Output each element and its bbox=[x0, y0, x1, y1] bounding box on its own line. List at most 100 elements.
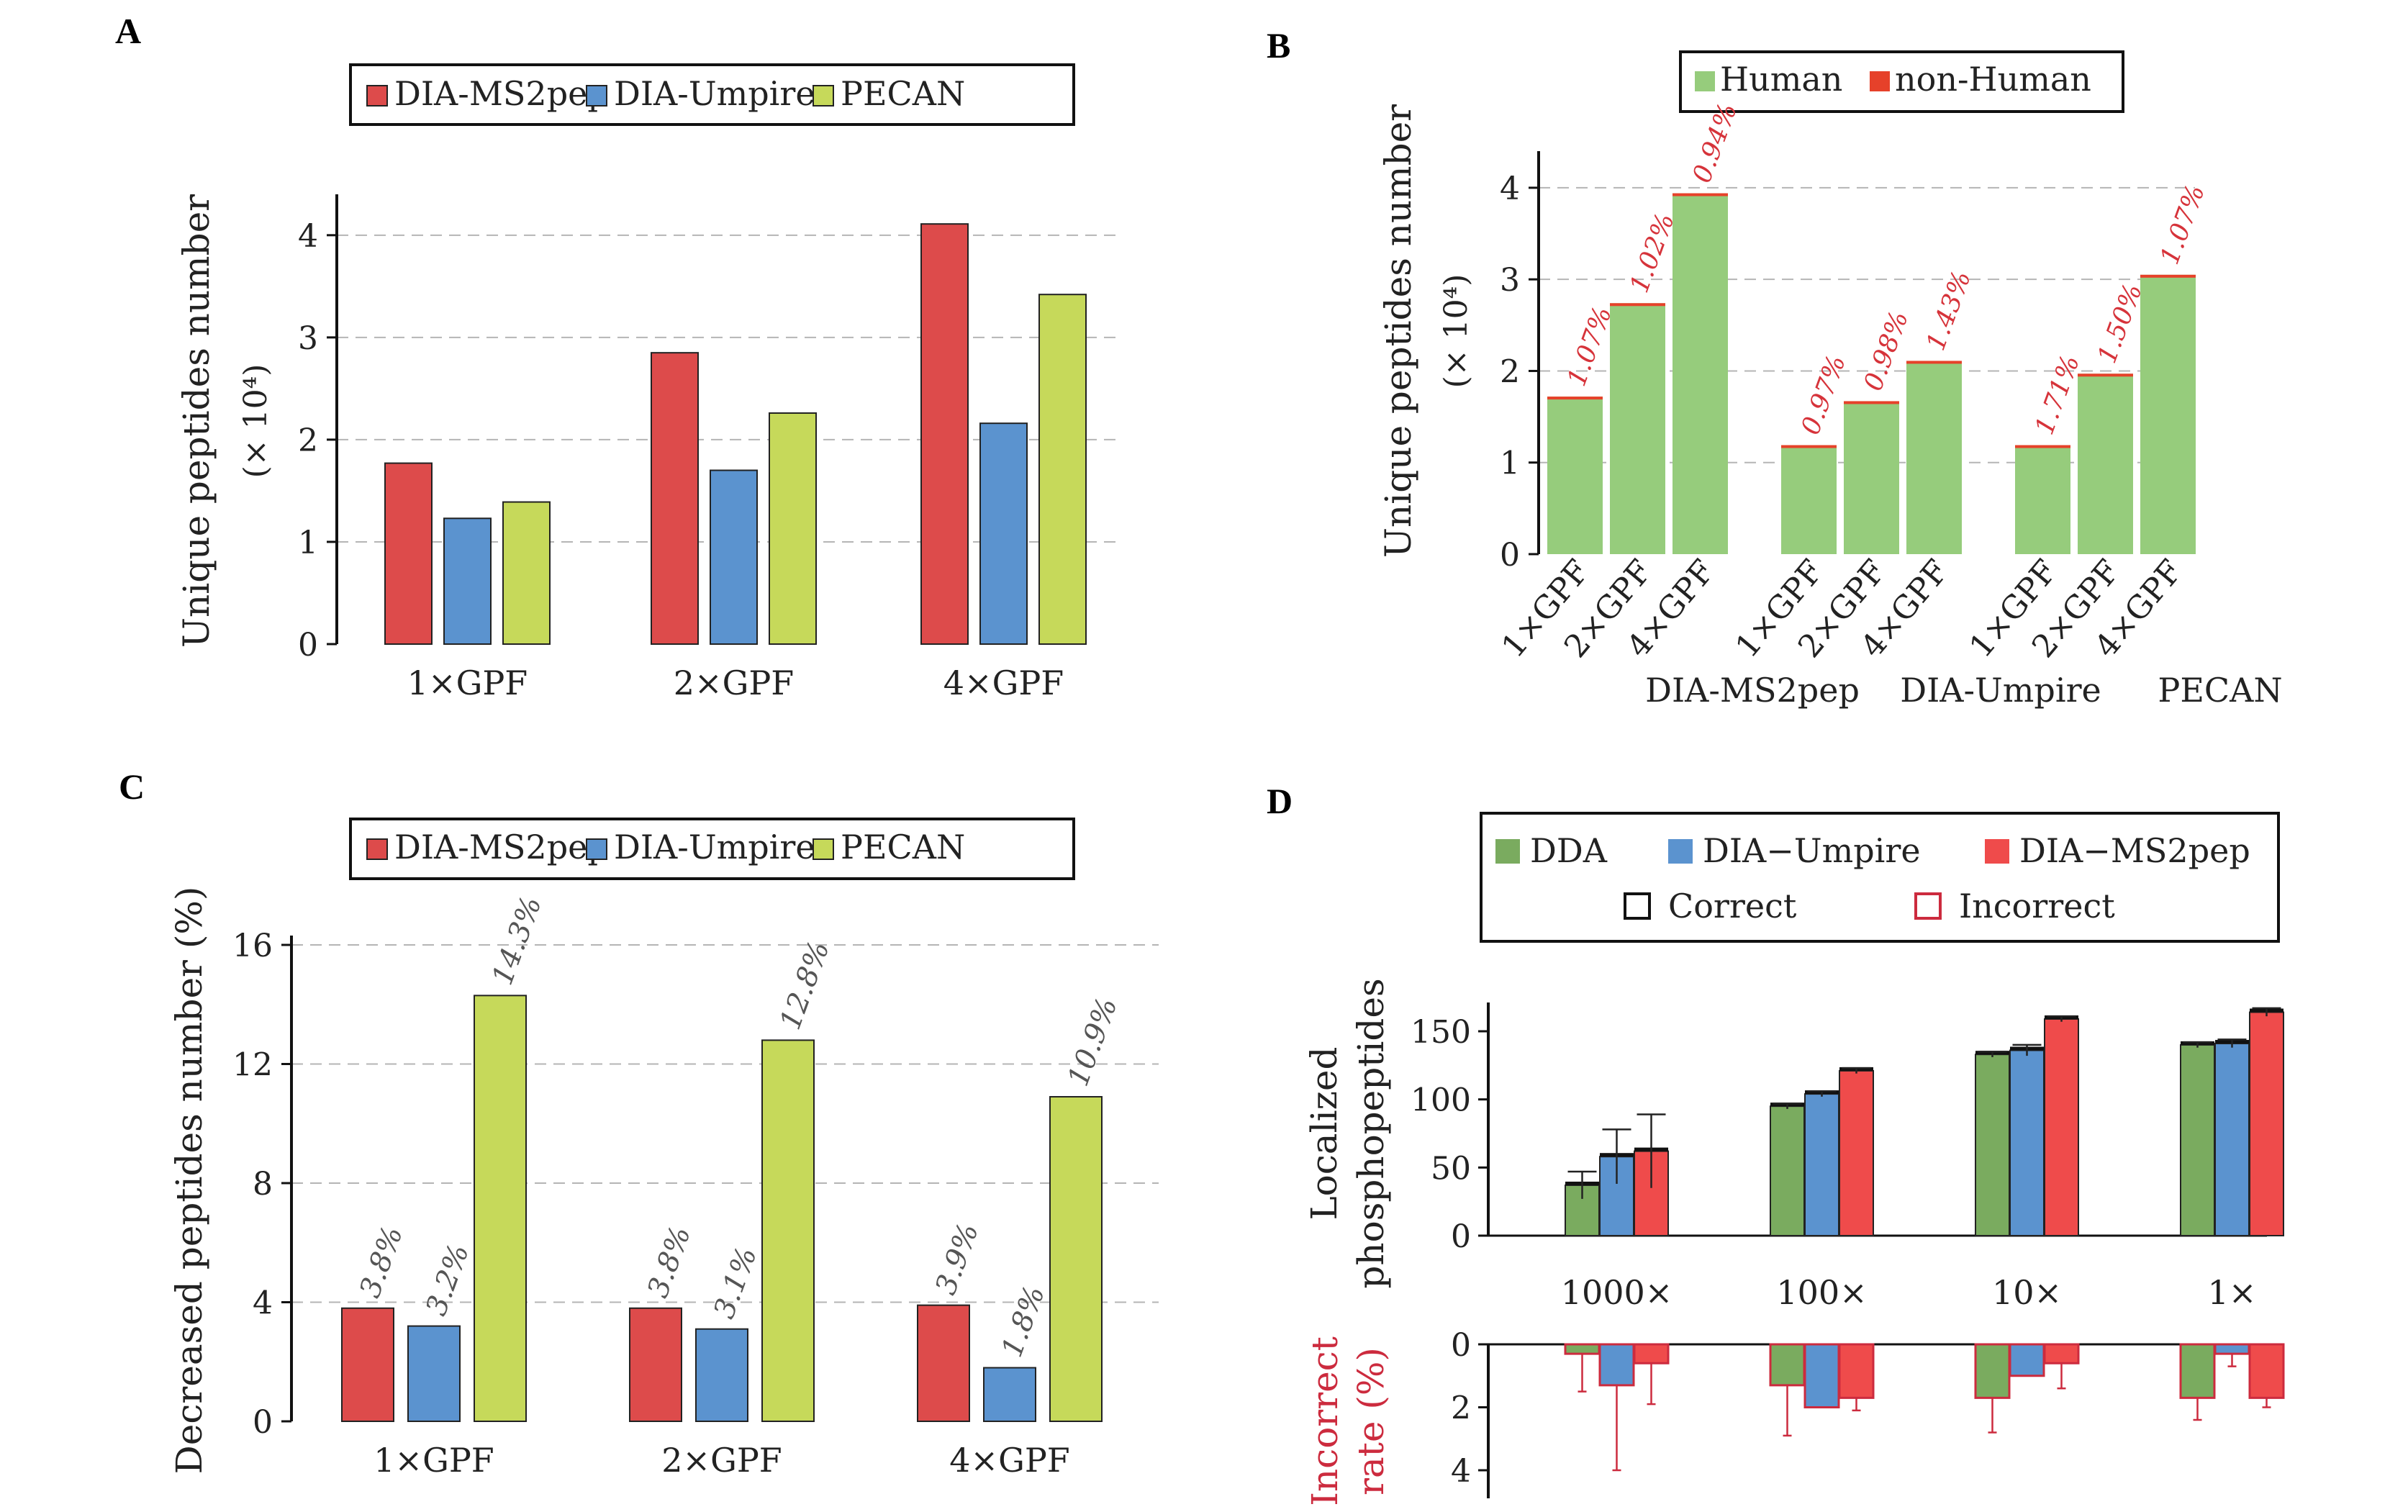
bar-nonhuman bbox=[1906, 361, 1962, 364]
bar-human bbox=[1844, 401, 1899, 554]
data-label: 3.1% bbox=[707, 1243, 764, 1323]
bar bbox=[1038, 294, 1087, 645]
legend-swatch bbox=[813, 85, 834, 107]
y-tick-label: 2 bbox=[298, 422, 318, 459]
bar bbox=[1770, 1105, 1805, 1236]
bar-nonhuman bbox=[1610, 303, 1665, 307]
y-axis-label-unit: (× 10⁴) bbox=[1438, 274, 1475, 389]
x-tick-label: 10× bbox=[1992, 1273, 2062, 1312]
legend-label: DIA-MS2pep bbox=[394, 828, 609, 866]
legend-label: DIA-Umpire bbox=[614, 74, 815, 113]
legend-label: DDA bbox=[1530, 831, 1608, 870]
legend-label: DIA-MS2pep bbox=[394, 74, 609, 113]
y-axis-label-unit: (× 10⁴) bbox=[237, 364, 274, 479]
x-tick-label: 100× bbox=[1776, 1273, 1867, 1312]
legend-swatch bbox=[586, 85, 607, 107]
legend-swatch bbox=[1668, 839, 1693, 864]
data-label: 0.98% bbox=[1858, 307, 1914, 395]
bar-human bbox=[1547, 397, 1603, 554]
legend-frame bbox=[349, 818, 1075, 880]
bar-nonhuman bbox=[1547, 397, 1603, 400]
bar-incorrect bbox=[1769, 1343, 1806, 1387]
data-label: 1.02% bbox=[1624, 209, 1680, 297]
legend-label: PECAN bbox=[841, 74, 965, 113]
x-tick-label: 1×GPF bbox=[374, 1441, 494, 1480]
panel-label-a: A bbox=[115, 11, 141, 51]
y-axis-label: rate (%) bbox=[1350, 1347, 1392, 1495]
bar-human bbox=[2078, 374, 2133, 554]
legend-frame bbox=[1679, 50, 2124, 113]
legend-frame bbox=[1480, 812, 2280, 943]
y-tick-label: 150 bbox=[1411, 1014, 1471, 1051]
legend-label: PECAN bbox=[841, 828, 965, 866]
data-label: 10.9% bbox=[1062, 993, 1124, 1090]
bar-human bbox=[2015, 445, 2070, 554]
bar bbox=[2214, 1043, 2250, 1237]
bar-human bbox=[1781, 445, 1837, 554]
bar bbox=[2009, 1049, 2045, 1237]
data-label: 1.43% bbox=[1921, 267, 1977, 355]
bar-incorrect bbox=[1564, 1343, 1601, 1355]
y-tick-label: 16 bbox=[232, 928, 273, 964]
y-tick-label: 1 bbox=[1500, 445, 1520, 482]
bar-incorrect bbox=[2214, 1343, 2250, 1355]
bar bbox=[769, 412, 817, 646]
y-axis-label: phosphopeptides bbox=[1350, 978, 1392, 1288]
bar-nonhuman bbox=[1673, 193, 1728, 196]
y-tick-label: 4 bbox=[1500, 171, 1520, 207]
bar bbox=[443, 517, 492, 646]
data-label: 12.8% bbox=[774, 937, 836, 1034]
legend-label: Correct bbox=[1668, 887, 1797, 925]
legend-swatch bbox=[1695, 71, 1715, 91]
legend-label: non-Human bbox=[1895, 60, 2091, 99]
bar bbox=[474, 995, 527, 1422]
panel-label-b: B bbox=[1267, 25, 1290, 65]
y-tick-label: 0 bbox=[298, 627, 318, 664]
legend-swatch bbox=[366, 85, 388, 107]
y-tick-label: 2 bbox=[1500, 353, 1520, 390]
bar-human bbox=[1610, 303, 1665, 554]
y-axis-label: Unique peptides number bbox=[176, 194, 217, 648]
data-label: 14.3% bbox=[486, 892, 548, 990]
y-tick-label: 1 bbox=[298, 525, 318, 561]
data-label: 1.8% bbox=[995, 1282, 1051, 1362]
bar-nonhuman bbox=[2015, 445, 2070, 448]
data-label: 1.71% bbox=[2029, 351, 2086, 439]
bar bbox=[920, 223, 969, 645]
x-tick-label: 4×GPF bbox=[943, 664, 1064, 702]
bar bbox=[1049, 1096, 1103, 1422]
y-tick-label: 4 bbox=[298, 218, 318, 255]
bar-incorrect bbox=[1633, 1343, 1670, 1364]
bar bbox=[917, 1304, 970, 1422]
bar bbox=[983, 1367, 1036, 1423]
y-axis-label: Incorrect bbox=[1304, 1336, 1346, 1506]
legend-frame bbox=[349, 63, 1075, 126]
bar bbox=[1975, 1054, 2010, 1236]
panel-label-c: C bbox=[119, 766, 145, 807]
bar bbox=[979, 422, 1028, 645]
data-label: 1.07% bbox=[1562, 303, 1618, 391]
y-tick-label: 4 bbox=[253, 1285, 273, 1322]
bar bbox=[1804, 1093, 1839, 1237]
data-label: 3.8% bbox=[353, 1222, 409, 1302]
bar-incorrect bbox=[2043, 1343, 2080, 1364]
bar-incorrect bbox=[2248, 1343, 2285, 1399]
bar-nonhuman bbox=[2078, 374, 2133, 377]
bar bbox=[502, 501, 551, 645]
bar-nonhuman bbox=[2140, 274, 2196, 278]
bar bbox=[695, 1328, 748, 1423]
bar-nonhuman bbox=[1781, 445, 1837, 448]
y-tick-label: 3 bbox=[298, 320, 318, 357]
y-tick-label: 3 bbox=[1500, 262, 1520, 299]
legend-swatch bbox=[1870, 71, 1890, 91]
bar bbox=[629, 1307, 682, 1423]
group-label: DIA-Umpire bbox=[1900, 671, 2101, 710]
bar-incorrect bbox=[1803, 1343, 1840, 1408]
legend-swatch-outline bbox=[1914, 892, 1942, 920]
legend-label: DIA-Umpire bbox=[614, 828, 815, 866]
y-tick-label: 0 bbox=[253, 1404, 273, 1441]
y-axis-label: Localized bbox=[1303, 1046, 1345, 1220]
bar bbox=[2044, 1018, 2079, 1236]
y-tick-label: 0 bbox=[1451, 1218, 1471, 1255]
